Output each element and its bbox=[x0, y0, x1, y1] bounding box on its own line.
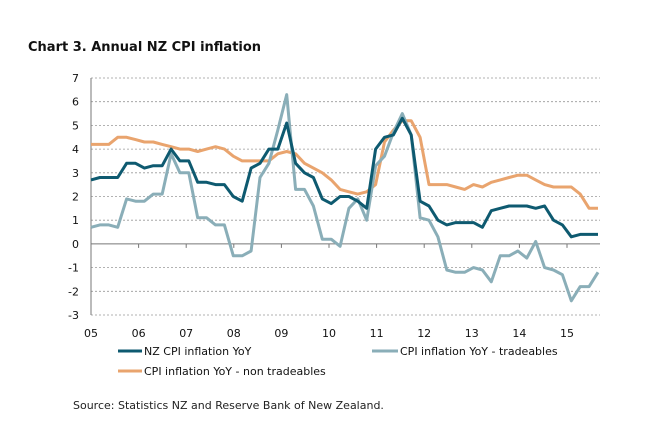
legend-label-nontradeables: CPI inflation YoY - non tradeables bbox=[144, 365, 326, 378]
x-tick-label: 13 bbox=[465, 327, 479, 340]
x-tick-label: 05 bbox=[84, 327, 98, 340]
x-tick-label: 06 bbox=[132, 327, 146, 340]
x-tick-label: 08 bbox=[227, 327, 241, 340]
source-note: Source: Statistics NZ and Reserve Bank o… bbox=[73, 399, 384, 412]
x-tick-label: 09 bbox=[274, 327, 288, 340]
nontradeables-line bbox=[91, 119, 598, 210]
x-axis-ticks: 05 06 07 08 09 10 11 12 13 14 15 bbox=[84, 243, 574, 340]
gridlines bbox=[90, 77, 600, 316]
series-lines bbox=[90, 93, 600, 303]
chart-title: Chart 3. Annual NZ CPI inflation bbox=[28, 40, 262, 55]
legend-label-tradeables: CPI inflation YoY - tradeables bbox=[400, 345, 558, 358]
x-tick-label: 14 bbox=[512, 327, 526, 340]
legend-label-headline: NZ CPI inflation YoY bbox=[144, 345, 252, 358]
x-tick-label: 07 bbox=[179, 327, 193, 340]
x-tick-label: 15 bbox=[560, 327, 574, 340]
y-tick-label: 6 bbox=[72, 96, 79, 109]
x-tick-label: 11 bbox=[370, 327, 384, 340]
x-tick-label: 12 bbox=[417, 327, 431, 340]
headline-line bbox=[90, 116, 598, 239]
y-tick-label: 7 bbox=[72, 72, 79, 85]
y-tick-label: -3 bbox=[68, 309, 79, 322]
y-tick-label: 4 bbox=[72, 143, 79, 156]
x-tick-label: 10 bbox=[322, 327, 336, 340]
y-tick-label: -2 bbox=[68, 285, 79, 298]
y-tick-label: 0 bbox=[72, 238, 79, 251]
y-tick-label: 5 bbox=[72, 119, 79, 132]
legend: NZ CPI inflation YoY CPI inflation YoY -… bbox=[118, 345, 558, 378]
tradeables-line bbox=[90, 93, 600, 303]
y-tick-label: 3 bbox=[72, 167, 79, 180]
y-tick-label: -1 bbox=[68, 262, 79, 275]
y-tick-label: 1 bbox=[72, 214, 79, 227]
y-tick-label: 2 bbox=[72, 191, 79, 204]
y-axis-ticks: -3 -2 -1 0 1 2 3 4 5 6 7 bbox=[68, 72, 79, 322]
